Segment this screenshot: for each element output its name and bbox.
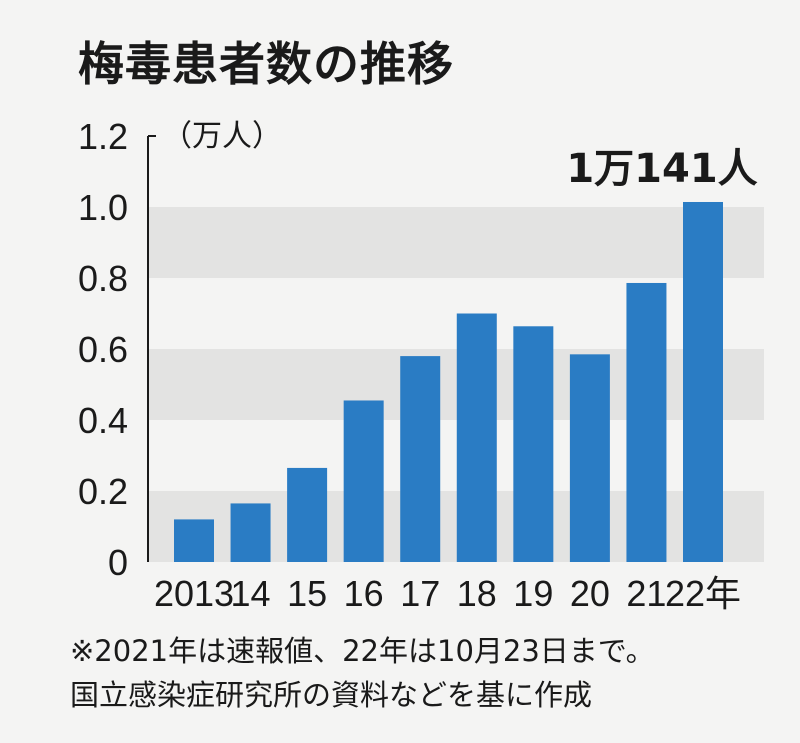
x-tick-label: 18: [457, 573, 497, 614]
bar: [569, 354, 610, 562]
x-tick-label: 19: [513, 573, 553, 614]
chart-title: 梅毒患者数の推移: [78, 37, 454, 91]
grid-band: [148, 207, 764, 278]
bar: [683, 201, 723, 562]
bar: [456, 313, 497, 562]
bar: [513, 326, 554, 562]
footnote-data-period: ※2021年は速報値、22年は10月23日まで。: [70, 634, 655, 668]
y-tick-label: 0.6: [78, 329, 128, 370]
y-tick-label: 0.8: [78, 258, 128, 299]
y-tick-label: 1.2: [78, 116, 128, 157]
x-tick-label: 17: [400, 573, 440, 614]
x-tick-label: 20: [570, 573, 610, 614]
bars: [174, 201, 723, 562]
bar: [174, 519, 214, 562]
bar: [343, 400, 384, 562]
y-axis: [147, 135, 156, 562]
x-tick-label: 14: [231, 573, 271, 614]
y-tick-label: 0.4: [78, 400, 128, 441]
footnote-source: 国立感染症研究所の資料などを基に作成: [70, 678, 593, 712]
x-tick-label: 21: [626, 573, 666, 614]
y-tick-label: 1.0: [78, 187, 128, 228]
bar: [400, 356, 441, 562]
bar: [287, 467, 328, 562]
bar: [230, 503, 271, 562]
unit-label: （万人）: [162, 119, 282, 154]
grid-band: [148, 349, 764, 420]
y-tick-label: 0: [108, 542, 128, 583]
peak-annotation: 1万141人: [566, 146, 757, 192]
x-tick-label: 22年: [665, 573, 741, 614]
x-tick-label: 15: [287, 573, 327, 614]
x-tick-label: 2013: [154, 573, 234, 614]
x-tick-label: 16: [344, 573, 384, 614]
y-tick-labels: 0 0.2 0.4 0.6 0.8 1.0 1.2: [78, 116, 128, 583]
bar: [626, 282, 667, 562]
y-tick-label: 0.2: [78, 471, 128, 512]
